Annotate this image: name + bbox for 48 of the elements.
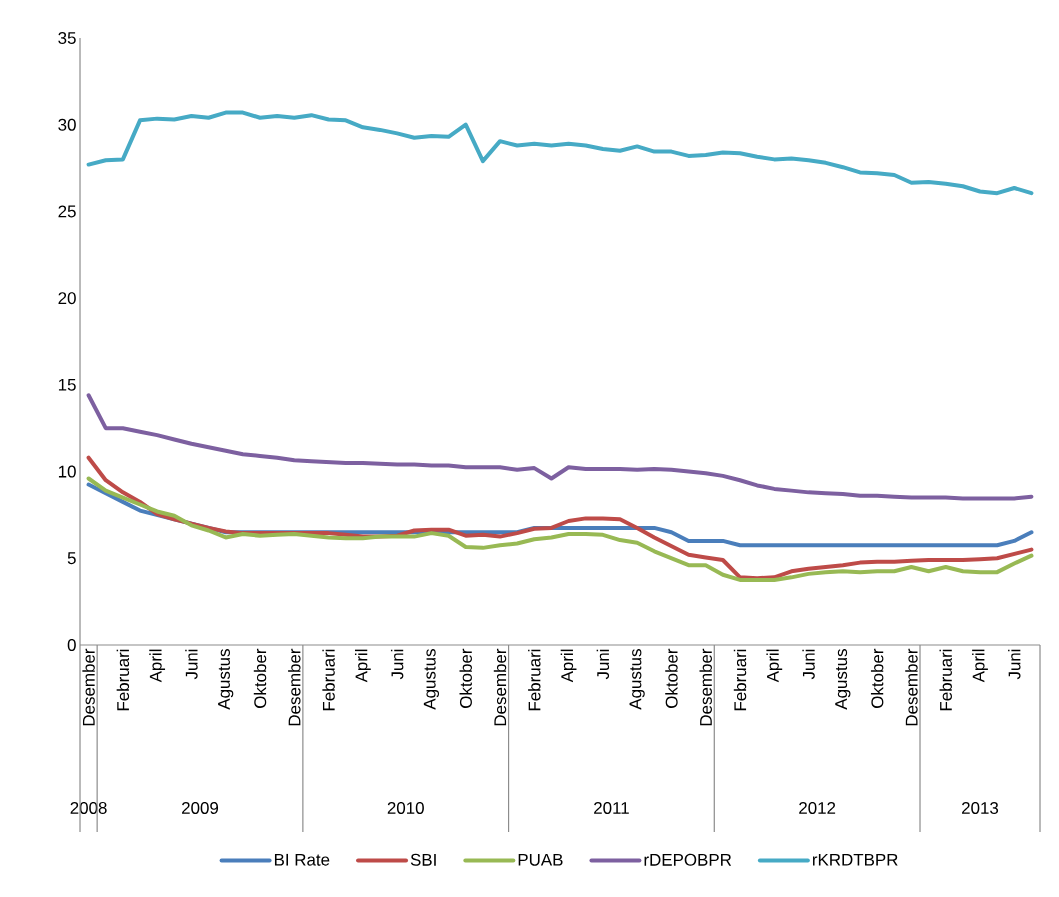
text: 2012 — [799, 801, 836, 814]
x-tick-label: Agustus — [218, 649, 234, 710]
x-tick-label: Desember — [82, 648, 95, 726]
x-tick-label: Juni — [390, 649, 404, 680]
x-tick-label: Agustus — [629, 649, 645, 710]
y-tick-label: 20 — [58, 292, 76, 305]
line-series — [86, 110, 1034, 196]
x-tick-label: Desember — [288, 648, 301, 726]
x-tick-label: Februari — [528, 649, 541, 711]
y-tick-label: 5 — [67, 552, 76, 565]
x-tick-label: Oktober — [870, 648, 884, 708]
text: 2011 — [594, 801, 629, 814]
legend-label: PUAB — [518, 853, 563, 866]
legend-label: SBI — [410, 853, 436, 866]
x-tick-label: Juni — [185, 649, 198, 680]
y-tick-label: 0 — [67, 638, 76, 651]
x-tick-label: Agustus — [835, 649, 851, 710]
y-tick-label: 30 — [58, 118, 76, 131]
x-tick-label: April — [149, 649, 166, 683]
y-tick-label: 15 — [58, 378, 76, 391]
x-tick-label: Oktober — [253, 648, 267, 708]
x-tick-label: Februari — [733, 649, 747, 711]
x-tick-label: April — [972, 649, 988, 683]
x-tick-label: Desember — [905, 648, 918, 726]
y-tick-label: 35 — [58, 31, 76, 44]
x-tick-label: Oktober — [459, 648, 472, 708]
x-tick-label: April — [766, 649, 783, 683]
x-tick-label: Agustus — [423, 649, 440, 710]
legend-label: rDEPOBPR — [644, 853, 732, 866]
x-tick-label: Februari — [322, 649, 335, 711]
x-tick-label: April — [560, 649, 577, 683]
x-tick-label: April — [354, 649, 371, 683]
x-tick-label: Oktober — [665, 648, 678, 708]
y-tick-label: 10 — [58, 465, 76, 478]
x-tick-label: Juni — [1008, 649, 1021, 680]
text: 2013 — [962, 801, 999, 814]
x-tick-label: Desember — [699, 648, 712, 726]
text: 2010 — [387, 801, 424, 814]
y-tick-label: 25 — [58, 205, 76, 218]
x-tick-label: Desember — [493, 648, 507, 726]
text: 2009 — [182, 801, 219, 814]
x-tick-label: Juni — [596, 649, 610, 680]
legend-label: BI Rate — [274, 853, 330, 866]
legend-label: rKRDTBPR — [813, 853, 898, 866]
text: 2008 — [70, 801, 107, 814]
x-tick-label: Februari — [939, 649, 952, 711]
x-tick-label: Juni — [802, 649, 815, 680]
x-tick-label: Februari — [116, 649, 130, 711]
